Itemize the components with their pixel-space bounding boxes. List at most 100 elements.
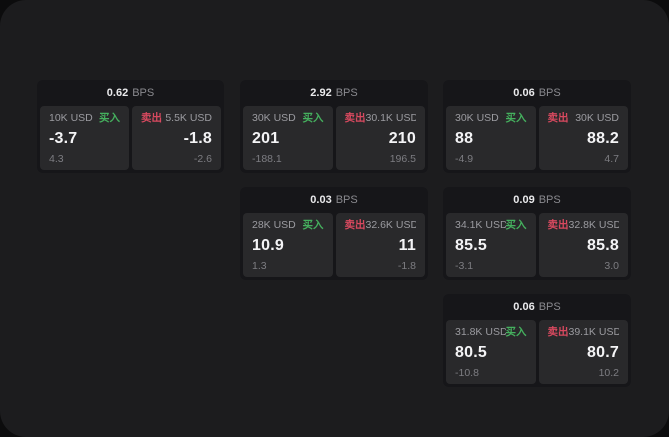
buy-panel-header: 10K USD 买入 [49,113,120,124]
sell-price: 85.8 [587,236,619,254]
buy-panel-header: 28K USD 买入 [252,220,324,231]
sell-amount: 30.1K USD [365,113,417,124]
sell-amount: 32.6K USD [365,220,417,231]
sell-amount: 39.1K USD [568,327,620,338]
buy-panel-header: 34.1K USD 买入 [455,220,527,231]
buy-panel-header: 31.8K USD 买入 [455,327,527,338]
buy-panel-header: 30K USD 买入 [455,113,527,124]
buy-amount: 34.1K USD [455,220,506,231]
card-header: 0.06 BPS [443,294,631,320]
quote-card-2: 2.92 BPS 30K USD 买入 201 -188.1 卖出 30.1K … [240,80,428,173]
sell-side-label: 卖出 [344,112,366,124]
sell-side-label: 卖出 [547,219,569,231]
sell-quote-panel[interactable]: 卖出 39.1K USD 80.7 10.2 [538,320,628,384]
bps-value: 0.09 [513,194,535,206]
bps-unit-label: BPS [538,194,561,206]
buy-sub-value: -4.9 [455,152,474,165]
sell-panel-header: 卖出 30K USD [548,113,620,124]
quote-card-1: 0.62 BPS 10K USD 买入 -3.7 4.3 卖出 5.5K USD… [37,80,224,173]
sell-price: 80.7 [587,343,619,361]
quote-panels: 30K USD 买入 201 -188.1 卖出 30.1K USD 210 1… [243,106,425,170]
buy-sub-value: 1.3 [252,259,267,272]
sell-panel-header: 卖出 32.8K USD [548,220,620,231]
quote-card-4: 0.03 BPS 28K USD 买入 10.9 1.3 卖出 32.6K US… [240,187,428,280]
bps-value: 0.62 [106,87,129,99]
sell-price: -1.8 [183,129,212,147]
buy-amount: 30K USD [455,113,499,124]
bps-unit-label: BPS [132,87,155,99]
buy-side-label: 买入 [302,219,324,231]
card-header: 0.03 BPS [240,187,428,213]
sell-price: 210 [388,129,416,147]
buy-quote-panel[interactable]: 31.8K USD 买入 80.5 -10.8 [446,320,536,384]
sell-side-label: 卖出 [547,326,569,338]
buy-amount: 28K USD [252,220,296,231]
sell-sub-value: 3.0 [604,259,619,272]
buy-quote-panel[interactable]: 28K USD 买入 10.9 1.3 [243,213,333,277]
buy-quote-panel[interactable]: 30K USD 买入 88 -4.9 [446,106,536,170]
bps-value: 0.06 [513,87,535,99]
buy-price: -3.7 [49,129,78,147]
quote-panels: 34.1K USD 买入 85.5 -3.1 卖出 32.8K USD 85.8… [446,213,628,277]
sell-sub-value: 10.2 [598,366,619,379]
buy-side-label: 买入 [505,326,527,338]
quote-card-5: 0.09 BPS 34.1K USD 买入 85.5 -3.1 卖出 32.8K… [443,187,631,280]
sell-panel-header: 卖出 5.5K USD [141,113,212,124]
sell-quote-panel[interactable]: 卖出 32.6K USD 11 -1.8 [335,213,425,277]
buy-price: 80.5 [455,343,487,361]
sell-amount: 5.5K USD [165,113,212,124]
bps-value: 2.92 [310,87,332,99]
quote-card-6: 0.06 BPS 31.8K USD 买入 80.5 -10.8 卖出 39.1… [443,294,631,387]
quote-card-3: 0.06 BPS 30K USD 买入 88 -4.9 卖出 30K USD 8… [443,80,631,173]
card-header: 0.09 BPS [443,187,631,213]
sell-sub-value: -1.8 [397,259,416,272]
sell-quote-panel[interactable]: 卖出 5.5K USD -1.8 -2.6 [132,106,221,170]
buy-quote-panel[interactable]: 34.1K USD 买入 85.5 -3.1 [446,213,536,277]
buy-price: 10.9 [252,236,284,254]
buy-sub-value: -188.1 [252,152,282,165]
quote-panels: 30K USD 买入 88 -4.9 卖出 30K USD 88.2 4.7 [446,106,628,170]
buy-side-label: 买入 [505,219,527,231]
sell-sub-value: 4.7 [604,152,619,165]
sell-amount: 30K USD [575,113,619,124]
card-header: 0.62 BPS [37,80,224,106]
sell-price: 11 [398,236,416,254]
quote-panels: 10K USD 买入 -3.7 4.3 卖出 5.5K USD -1.8 -2.… [40,106,221,170]
buy-sub-value: -10.8 [455,366,479,379]
card-header: 0.06 BPS [443,80,631,106]
card-header: 2.92 BPS [240,80,428,106]
quote-panels: 31.8K USD 买入 80.5 -10.8 卖出 39.1K USD 80.… [446,320,628,384]
sell-sub-value: -2.6 [193,152,212,165]
bps-value: 0.06 [513,301,535,313]
bps-unit-label: BPS [335,194,358,206]
sell-quote-panel[interactable]: 卖出 30.1K USD 210 196.5 [335,106,425,170]
sell-panel-header: 卖出 30.1K USD [345,113,417,124]
bps-unit-label: BPS [538,301,561,313]
sell-quote-panel[interactable]: 卖出 32.8K USD 85.8 3.0 [538,213,628,277]
bps-unit-label: BPS [335,87,358,99]
sell-side-label: 卖出 [344,219,366,231]
buy-price: 88 [455,129,474,147]
sell-quote-panel[interactable]: 卖出 30K USD 88.2 4.7 [538,106,628,170]
buy-quote-panel[interactable]: 30K USD 买入 201 -188.1 [243,106,333,170]
bps-unit-label: BPS [538,87,561,99]
buy-side-label: 买入 [99,112,120,124]
quote-panels: 28K USD 买入 10.9 1.3 卖出 32.6K USD 11 -1.8 [243,213,425,277]
buy-quote-panel[interactable]: 10K USD 买入 -3.7 4.3 [40,106,129,170]
buy-side-label: 买入 [302,112,324,124]
buy-sub-value: 4.3 [49,152,64,165]
buy-amount: 10K USD [49,113,93,124]
sell-side-label: 卖出 [141,112,162,124]
buy-price: 85.5 [455,236,487,254]
sell-panel-header: 卖出 39.1K USD [548,327,620,338]
sell-sub-value: 196.5 [389,152,416,165]
buy-panel-header: 30K USD 买入 [252,113,324,124]
buy-price: 201 [252,129,280,147]
sell-panel-header: 卖出 32.6K USD [345,220,417,231]
buy-amount: 30K USD [252,113,296,124]
buy-sub-value: -3.1 [455,259,474,272]
sell-price: 88.2 [587,129,619,147]
buy-side-label: 买入 [505,112,527,124]
sell-side-label: 卖出 [547,112,569,124]
buy-amount: 31.8K USD [455,327,506,338]
